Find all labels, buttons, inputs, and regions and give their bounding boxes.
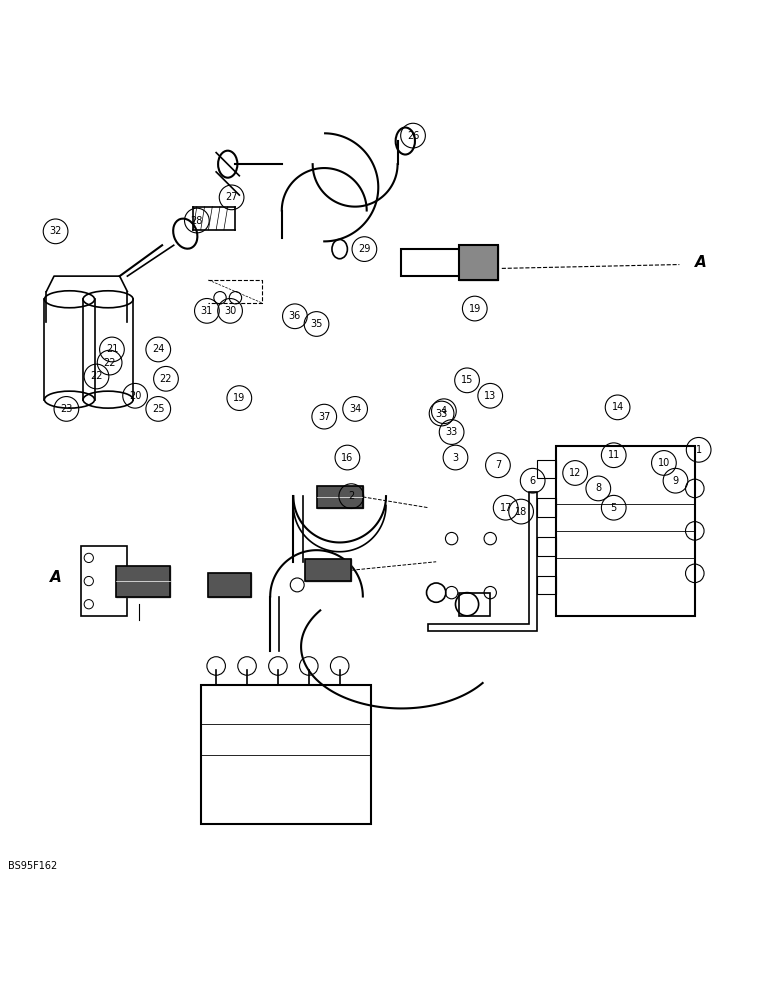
Text: A: A (50, 570, 62, 585)
Text: 22: 22 (160, 374, 172, 384)
Text: 15: 15 (461, 375, 473, 385)
Bar (537, 460, 556, 478)
Bar (201, 685, 371, 824)
Text: 14: 14 (611, 402, 624, 412)
Text: 10: 10 (658, 458, 670, 468)
Bar (556, 446, 695, 616)
Text: 7: 7 (495, 460, 501, 470)
Text: 12: 12 (569, 468, 581, 478)
Bar (116, 566, 170, 596)
Circle shape (84, 553, 93, 563)
Text: 23: 23 (60, 404, 73, 414)
Bar (537, 498, 556, 517)
Text: 32: 32 (49, 226, 62, 236)
Bar (459, 593, 490, 616)
Text: 37: 37 (318, 412, 330, 422)
Text: 22: 22 (103, 358, 116, 368)
Text: 35: 35 (310, 319, 323, 329)
Bar (459, 245, 498, 280)
Text: 33: 33 (445, 427, 458, 437)
Text: 3: 3 (452, 453, 459, 463)
Text: 25: 25 (152, 404, 164, 414)
Text: 13: 13 (484, 391, 496, 401)
Text: 26: 26 (407, 131, 419, 141)
Text: 11: 11 (608, 450, 620, 460)
Text: 29: 29 (358, 244, 371, 254)
Bar (537, 537, 556, 556)
Bar (305, 559, 351, 581)
Text: 24: 24 (152, 344, 164, 354)
Text: 8: 8 (595, 483, 601, 493)
Bar (537, 576, 556, 594)
Bar (305, 559, 351, 581)
Bar (116, 566, 170, 596)
Text: 34: 34 (349, 404, 361, 414)
Text: 36: 36 (289, 311, 301, 321)
Text: 33: 33 (435, 409, 448, 419)
Text: 4: 4 (441, 406, 447, 416)
Text: 5: 5 (611, 503, 617, 513)
Bar (401, 249, 467, 276)
Bar (459, 245, 498, 280)
Circle shape (84, 576, 93, 586)
Text: 20: 20 (129, 391, 141, 401)
Text: 16: 16 (341, 453, 354, 463)
Text: BS95F162: BS95F162 (8, 861, 57, 871)
Text: 22: 22 (90, 371, 103, 381)
Text: 18: 18 (515, 507, 527, 517)
Bar (208, 573, 251, 596)
Text: 19: 19 (233, 393, 245, 403)
Text: 28: 28 (191, 216, 203, 226)
Bar (208, 573, 251, 596)
Text: 1: 1 (696, 445, 702, 455)
Text: 6: 6 (530, 476, 536, 486)
Text: 27: 27 (225, 192, 238, 202)
Text: 2: 2 (348, 491, 354, 501)
Text: A: A (695, 255, 706, 270)
Circle shape (84, 600, 93, 609)
Bar (317, 486, 363, 508)
Text: 31: 31 (201, 306, 213, 316)
Text: 17: 17 (499, 503, 512, 513)
Bar (317, 486, 363, 508)
Text: 19: 19 (469, 304, 481, 314)
Text: 9: 9 (672, 476, 679, 486)
Text: 30: 30 (224, 306, 236, 316)
Text: 21: 21 (106, 344, 118, 354)
